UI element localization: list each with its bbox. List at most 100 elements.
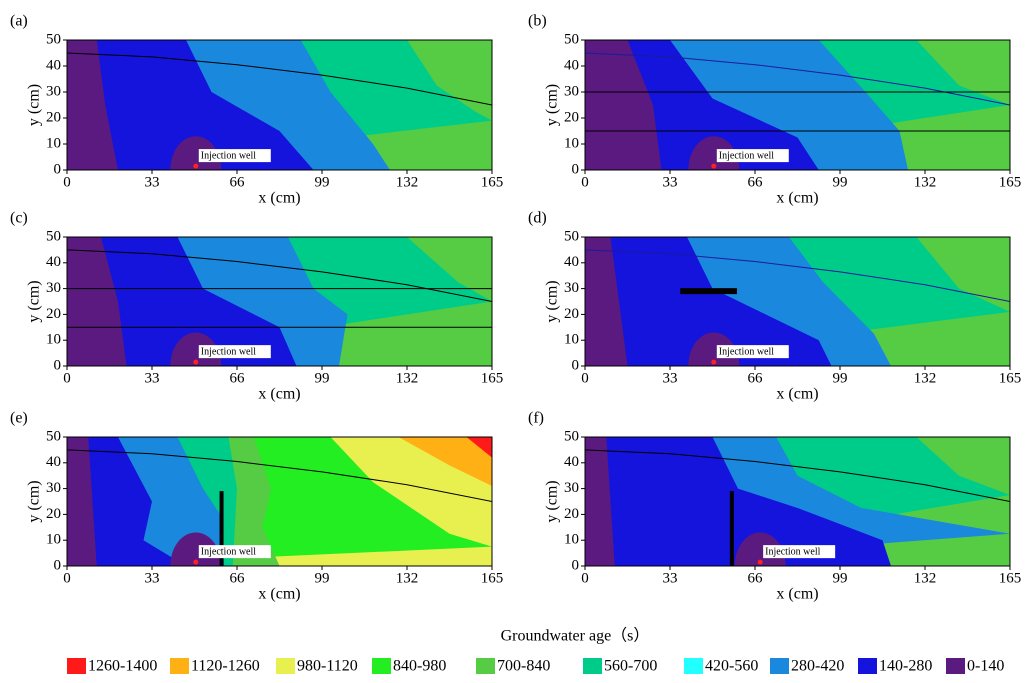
annotation-box xyxy=(198,345,271,359)
x-tick-label: 0 xyxy=(581,570,589,586)
y-tick-label: 50 xyxy=(564,228,579,244)
x-tick-label: 33 xyxy=(145,370,160,386)
panel-label: (b) xyxy=(528,13,547,30)
y-tick-label: 0 xyxy=(572,357,580,373)
legend-swatch xyxy=(476,658,495,674)
contour-area xyxy=(67,437,492,566)
legend-label: 140-280 xyxy=(879,658,932,675)
y-tick-label: 50 xyxy=(46,428,61,444)
y-tick-label: 0 xyxy=(572,557,580,573)
legend-label: 1120-1260 xyxy=(191,658,260,675)
water-table xyxy=(585,249,1010,302)
x-tick-label: 66 xyxy=(748,174,764,190)
x-axis-label: x (cm) xyxy=(258,586,300,603)
y-tick-label: 20 xyxy=(46,109,61,125)
plot-frame xyxy=(66,236,493,367)
legend-label: 700-840 xyxy=(497,658,550,675)
legend-title: Groundwater age（s） xyxy=(501,627,650,645)
x-tick-label: 132 xyxy=(396,370,419,386)
y-tick-label: 10 xyxy=(46,135,61,151)
x-tick-label: 33 xyxy=(663,370,678,386)
x-tick-label: 0 xyxy=(63,570,71,586)
panel: Injection well 0 33 66 99 132 165 0 10 20 30 40 50 x … xyxy=(10,13,503,207)
legend-swatch xyxy=(276,658,295,674)
y-axis-label: y (cm) xyxy=(544,480,561,522)
panel: Injection well 0 33 66 99 132 165 0 10 20 30 40 50 x … xyxy=(528,410,1021,603)
y-tick-label: 20 xyxy=(46,506,61,522)
y-tick-label: 10 xyxy=(46,332,61,348)
x-tick-label: 165 xyxy=(481,570,504,586)
x-tick-label: 33 xyxy=(145,174,160,190)
water-table xyxy=(585,449,1010,502)
x-axis-label: x (cm) xyxy=(776,386,818,403)
x-tick-label: 66 xyxy=(230,570,246,586)
plot-frame xyxy=(584,436,1011,567)
y-tick-label: 20 xyxy=(46,306,61,322)
y-tick-label: 30 xyxy=(564,83,579,99)
y-tick-label: 10 xyxy=(564,532,579,548)
annotation-box xyxy=(763,545,836,559)
y-tick-label: 0 xyxy=(54,357,62,373)
x-tick-label: 99 xyxy=(315,174,330,190)
x-tick-label: 0 xyxy=(63,174,71,190)
y-tick-label: 40 xyxy=(564,57,579,73)
annotation: Injection well xyxy=(765,546,820,557)
annotation: Injection well xyxy=(201,546,256,557)
x-tick-label: 0 xyxy=(63,370,71,386)
x-tick-label: 132 xyxy=(396,174,419,190)
y-axis-label: y (cm) xyxy=(26,480,43,522)
y-tick-label: 0 xyxy=(572,161,580,177)
y-tick-label: 20 xyxy=(564,506,579,522)
y-tick-label: 30 xyxy=(46,83,61,99)
legend-label: 1260-1400 xyxy=(88,658,157,675)
x-tick-label: 165 xyxy=(481,370,504,386)
contour-zone xyxy=(67,40,118,170)
panel: Injection well 0 33 66 99 132 165 0 10 20 30 40 50 x … xyxy=(528,210,1021,403)
x-tick-label: 33 xyxy=(663,174,678,190)
legend-swatch xyxy=(372,658,391,674)
x-tick-label: 66 xyxy=(748,570,764,586)
plot-frame xyxy=(584,236,1011,367)
panel-label: (d) xyxy=(528,210,547,227)
contour-zone xyxy=(67,237,127,366)
y-tick-label: 50 xyxy=(46,31,61,47)
x-tick-label: 99 xyxy=(833,174,848,190)
x-axis-label: x (cm) xyxy=(776,586,818,603)
contour-area xyxy=(585,437,1010,566)
y-tick-label: 40 xyxy=(46,454,61,470)
y-tick-label: 30 xyxy=(46,280,61,296)
x-tick-label: 132 xyxy=(914,570,937,586)
y-tick-label: 40 xyxy=(564,254,579,270)
y-tick-label: 30 xyxy=(564,480,579,496)
contour-zone xyxy=(398,437,492,487)
y-tick-label: 10 xyxy=(46,532,61,548)
x-tick-label: 99 xyxy=(315,370,330,386)
legend-label: 980-1120 xyxy=(297,658,358,675)
y-tick-label: 30 xyxy=(564,280,579,296)
x-tick-label: 99 xyxy=(833,570,848,586)
x-tick-label: 99 xyxy=(833,370,848,386)
y-tick-label: 50 xyxy=(46,228,61,244)
x-tick-label: 165 xyxy=(481,174,504,190)
contour-zone xyxy=(585,437,891,566)
water-table xyxy=(67,52,492,106)
legend-label: 0-140 xyxy=(967,658,1004,675)
annotation-box xyxy=(716,149,789,163)
x-tick-label: 33 xyxy=(145,570,160,586)
y-tick-label: 40 xyxy=(46,57,61,73)
y-axis-label: y (cm) xyxy=(544,280,561,322)
legend-swatch xyxy=(67,658,86,674)
contour-area xyxy=(67,237,492,366)
contour-zone xyxy=(585,437,615,566)
annotation: Injection well xyxy=(201,346,256,357)
contour-zone xyxy=(67,40,314,170)
injection-well xyxy=(711,359,717,365)
annotation-box xyxy=(716,345,789,359)
panel: Injection well 0 33 66 99 132 165 0 10 20 30 40 50 x … xyxy=(10,210,503,403)
x-tick-label: 132 xyxy=(914,370,937,386)
plot-frame xyxy=(66,436,493,567)
legend-swatch xyxy=(684,658,703,674)
contour-area xyxy=(585,237,1010,366)
x-tick-label: 165 xyxy=(999,570,1022,586)
